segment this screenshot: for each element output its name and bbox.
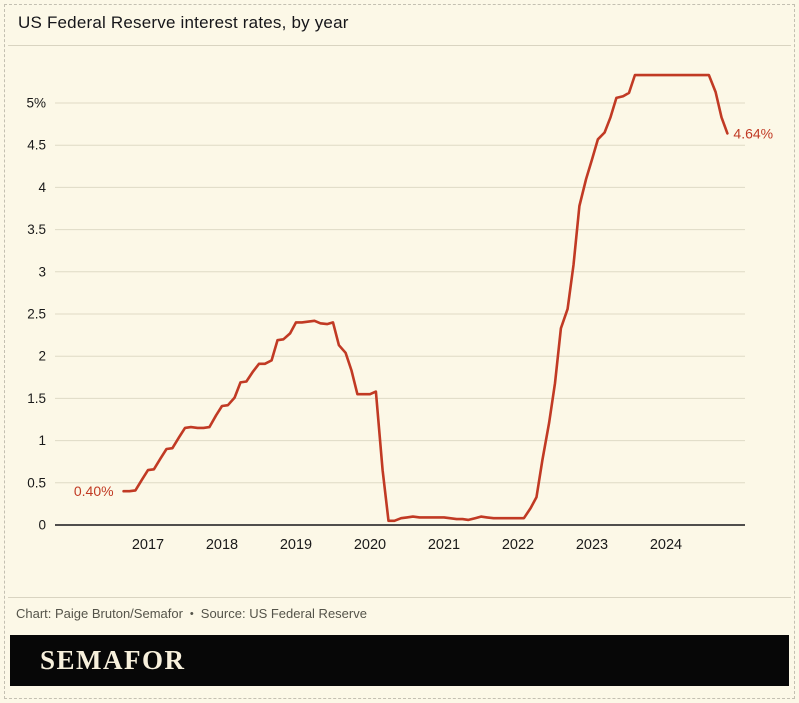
x-tick-label: 2021: [428, 537, 460, 553]
header-divider: [8, 45, 791, 46]
chart-title: US Federal Reserve interest rates, by ye…: [18, 13, 349, 32]
y-tick-label: 1.5: [27, 391, 46, 406]
chart-footer: Chart: Paige Bruton/Semafor • Source: US…: [16, 606, 367, 621]
y-tick-label: 0: [38, 518, 46, 533]
x-tick-label: 2024: [650, 537, 682, 553]
x-tick-label: 2017: [132, 537, 164, 553]
y-tick-label: 2.5: [27, 307, 46, 322]
y-tick-label: 2: [38, 349, 46, 364]
interest-rate-line: [122, 73, 729, 523]
semafor-wordmark: SEMAFOR: [40, 645, 186, 675]
line-chart: 0 0.5 1 1.5 2 2.5 3 3.5 4 4.5 5% 2017 2018 2019 2020 20…: [26, 73, 773, 553]
footer-separator-bullet: •: [189, 607, 194, 620]
end-value-label: 4.64%: [733, 125, 773, 141]
footer-divider: [8, 597, 791, 598]
x-tick-label: 2023: [576, 537, 608, 553]
y-tick-label: 4: [38, 180, 46, 195]
y-tick-label: 1: [38, 433, 46, 448]
y-tick-label: 3.5: [27, 222, 46, 237]
start-value-label: 0.40%: [74, 483, 114, 499]
y-tick-label: 3: [38, 264, 46, 279]
chart-credit: Chart: Paige Bruton/Semafor: [16, 606, 183, 621]
x-tick-label: 2020: [354, 537, 386, 553]
x-tick-label: 2019: [280, 537, 312, 553]
y-tick-label: 4.5: [27, 138, 46, 153]
chart-source: Source: US Federal Reserve: [200, 606, 367, 621]
x-tick-label: 2022: [502, 537, 534, 553]
brand-bar: SEMAFOR: [10, 635, 789, 686]
x-tick-label: 2018: [206, 537, 238, 553]
y-tick-label: 0.5: [27, 475, 46, 490]
y-tick-label: 5%: [26, 96, 46, 111]
